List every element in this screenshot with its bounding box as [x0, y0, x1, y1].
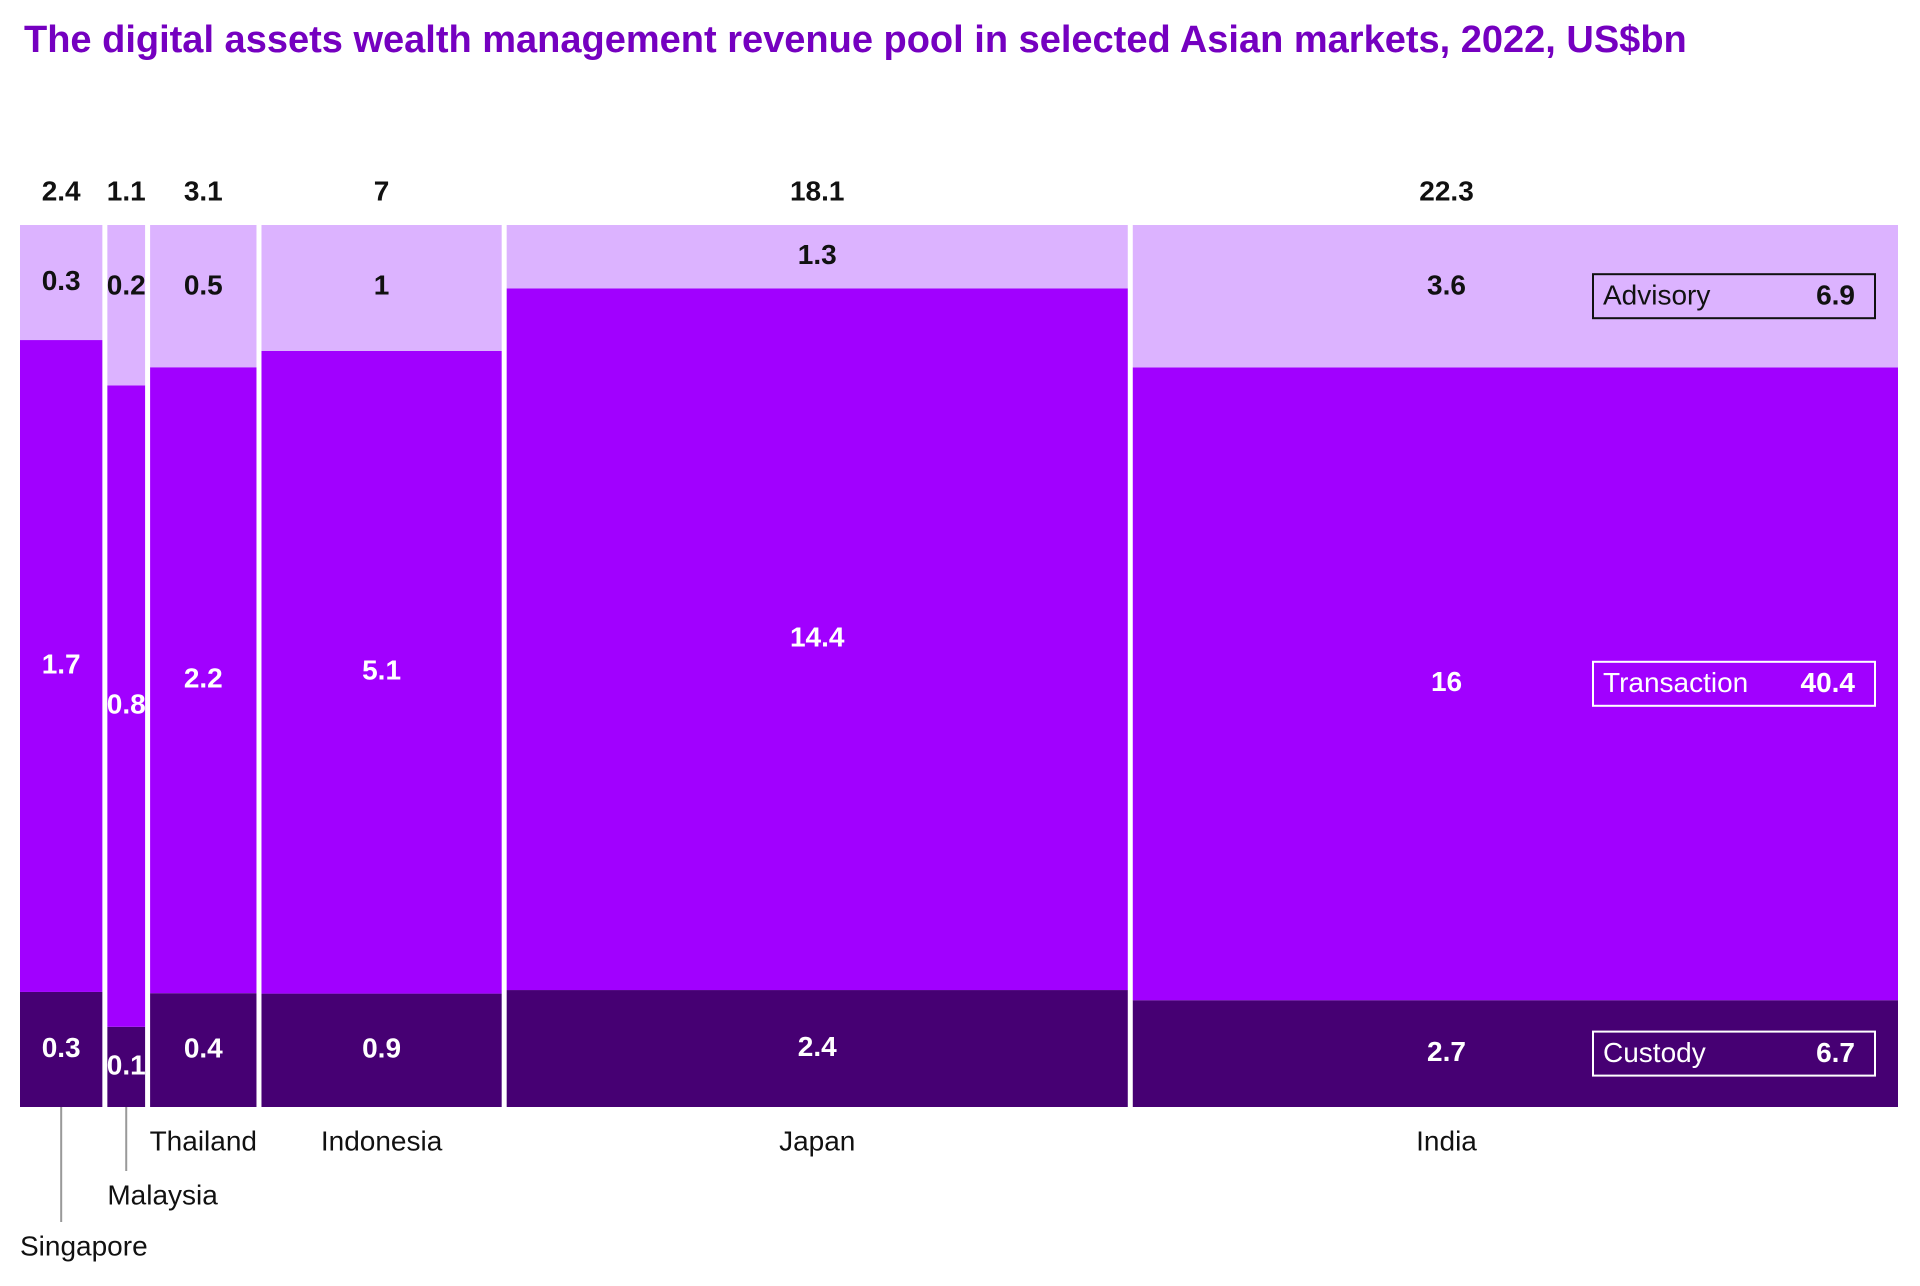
- segment: [20, 340, 103, 992]
- column-total: 2.4: [42, 175, 81, 206]
- segment-label: 1: [374, 269, 390, 300]
- segment: [506, 225, 1128, 289]
- legend-total: 40.4: [1801, 667, 1856, 698]
- segment-label: 1.3: [798, 239, 837, 270]
- column-total: 22.3: [1419, 175, 1474, 206]
- legend-box: [1592, 660, 1876, 707]
- segment-label: 0.5: [184, 269, 223, 300]
- category-label: Thailand: [150, 1125, 257, 1156]
- category-label: Japan: [779, 1125, 855, 1156]
- legend-label: Advisory: [1603, 280, 1710, 311]
- segment-label: 0.8: [107, 688, 146, 719]
- segment: [150, 225, 257, 368]
- segment: [107, 385, 146, 1027]
- category-label: Malaysia: [107, 1179, 218, 1210]
- segment: [150, 367, 257, 994]
- category-label: India: [1416, 1125, 1477, 1156]
- segment: [1132, 225, 1898, 368]
- chart-title: The digital assets wealth management rev…: [24, 19, 1687, 61]
- legend-label: Transaction: [1603, 667, 1748, 698]
- segment-label: 0.3: [42, 265, 81, 296]
- column-total: 3.1: [184, 175, 223, 206]
- segment-label: 0.3: [42, 1032, 81, 1063]
- category-label: Singapore: [20, 1230, 148, 1261]
- segment: [1132, 367, 1898, 1001]
- segment: [1132, 1000, 1898, 1107]
- segment-label: 1.7: [42, 648, 81, 679]
- segment-label: 3.6: [1427, 269, 1466, 300]
- segment-label: 16: [1431, 666, 1462, 697]
- segment-label: 14.4: [790, 622, 845, 653]
- column-total: 18.1: [790, 175, 845, 206]
- segment-label: 2.4: [798, 1031, 837, 1062]
- legend-total: 6.9: [1816, 280, 1855, 311]
- segment-label: 2.7: [1427, 1036, 1466, 1067]
- category-label: Indonesia: [321, 1125, 443, 1156]
- segment: [261, 351, 502, 994]
- segment-label: 5.1: [362, 655, 401, 686]
- segment: [107, 225, 146, 386]
- segment-label: 0.1: [107, 1049, 146, 1080]
- segment: [150, 993, 257, 1107]
- legend-box: [1592, 1030, 1876, 1077]
- segment: [20, 991, 103, 1107]
- legend-label: Custody: [1603, 1037, 1706, 1068]
- legend-total: 6.7: [1816, 1037, 1855, 1068]
- segment-label: 0.4: [184, 1032, 223, 1063]
- segment: [261, 225, 502, 351]
- segment-label: 0.9: [362, 1033, 401, 1064]
- segment: [506, 990, 1128, 1107]
- segment-label: 0.2: [107, 269, 146, 300]
- segment: [20, 225, 103, 341]
- segment: [506, 288, 1128, 991]
- segment: [107, 1026, 146, 1107]
- segment: [261, 993, 502, 1107]
- segment-label: 2.2: [184, 663, 223, 694]
- legend-box: [1592, 273, 1876, 320]
- column-total: 7: [374, 175, 390, 206]
- column-total: 1.1: [107, 175, 146, 206]
